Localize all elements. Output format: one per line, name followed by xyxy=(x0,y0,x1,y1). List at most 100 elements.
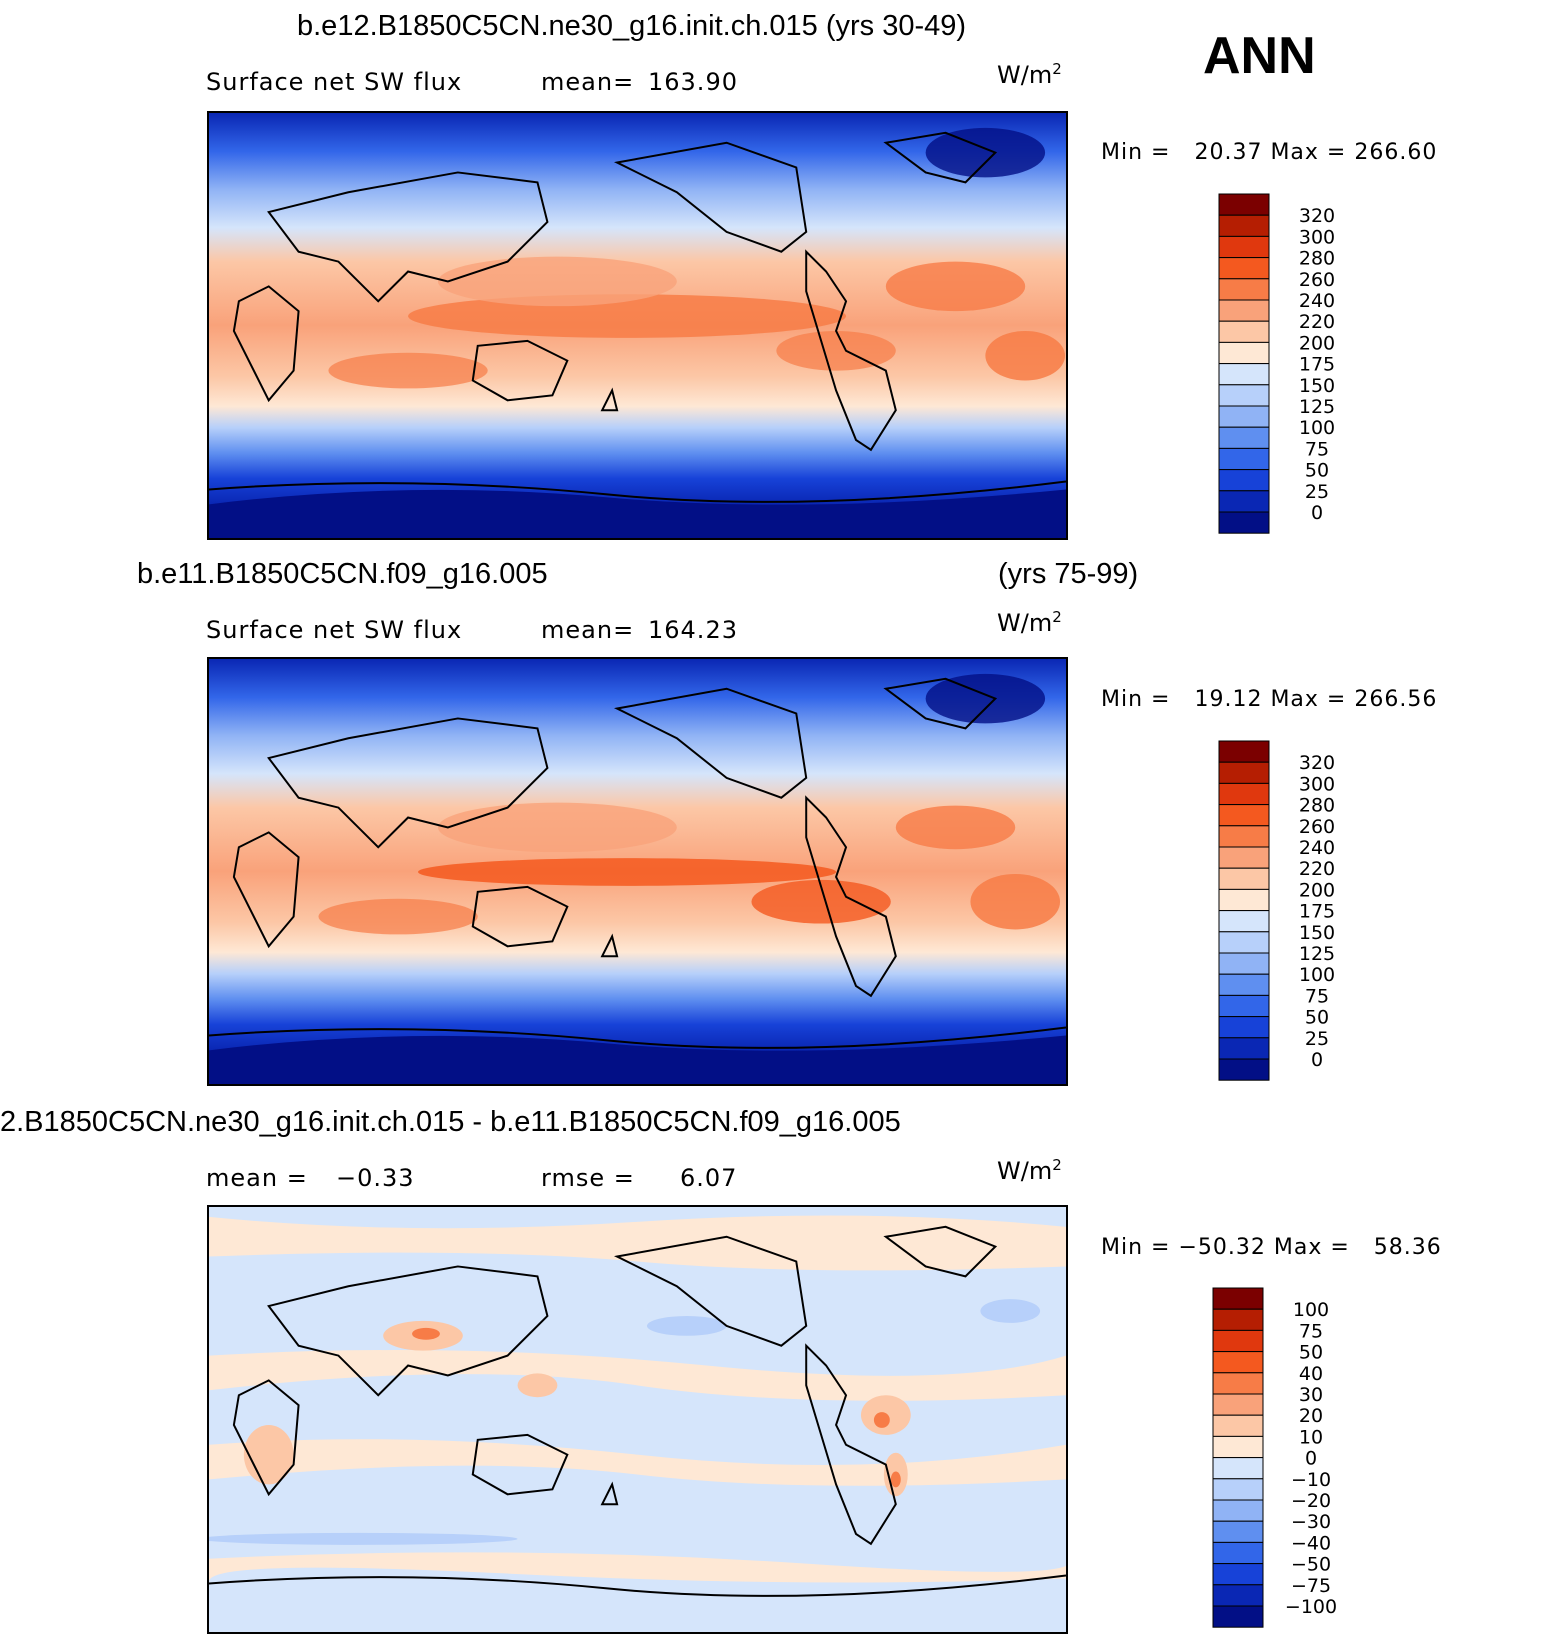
panel-1-colorbar-label: 220 xyxy=(1299,311,1335,333)
panel-2-colorbar-swatch xyxy=(1218,761,1270,784)
panel-1-mean-value: 163.90 xyxy=(648,68,738,96)
panel-1-colorbar-swatch xyxy=(1218,299,1270,322)
panel-3-colorbar-swatch xyxy=(1212,1584,1264,1607)
panel-1-colorbar-swatch xyxy=(1218,511,1270,534)
panel-1-colorbar-swatch xyxy=(1218,384,1270,407)
panel-3-colorbar-label: 75 xyxy=(1299,1320,1323,1342)
panel-3-colorbar-swatch xyxy=(1212,1393,1264,1416)
panel-3-colorbar-label: 40 xyxy=(1299,1363,1323,1385)
panel-1-colorbar-swatch xyxy=(1218,363,1270,386)
panel-1-colorbar-swatch xyxy=(1218,490,1270,513)
panel-2-colorbar-label: 240 xyxy=(1299,837,1335,859)
panel-3-colorbar-swatch xyxy=(1212,1457,1264,1480)
panel-3-colorbar-label: −75 xyxy=(1291,1575,1331,1597)
panel-2-colorbar-label: 260 xyxy=(1299,816,1335,838)
panel-2-colorbar-swatch xyxy=(1218,782,1270,806)
panel-2-colorbar-label: 220 xyxy=(1299,858,1335,880)
panel-3-colorbar-label: −50 xyxy=(1291,1554,1331,1576)
panel-2-colorbar-swatch xyxy=(1218,867,1270,890)
panel-1-case-title: b.e12.B1850C5CN.ne30_g16.init.ch.015 (yr… xyxy=(297,10,967,42)
panel-1-colorbar-swatch xyxy=(1218,405,1270,428)
panel-1-variable: Surface net SW flux xyxy=(206,68,463,96)
panel-2-colorbar-swatch xyxy=(1218,973,1270,996)
panel-3-colorbar-label: −100 xyxy=(1285,1596,1337,1618)
panel-1-units: W/m2 xyxy=(997,60,1062,89)
panel-1-colorbar-label: 0 xyxy=(1311,502,1323,524)
panel-2-colorbar-swatch xyxy=(1218,1037,1270,1060)
panel-3-colorbar-swatch xyxy=(1212,1478,1264,1501)
panel-1-colorbar-label: 300 xyxy=(1299,226,1335,248)
panel-3-colorbar-label: 20 xyxy=(1299,1405,1323,1427)
season-label: ANN xyxy=(1203,27,1316,85)
panel-3-colorbar-swatch xyxy=(1212,1520,1264,1543)
panel-1-colorbar-label: 200 xyxy=(1299,332,1335,354)
panel-2-mean-value: 164.23 xyxy=(648,616,738,644)
panel-1-colorbar-label: 25 xyxy=(1305,481,1329,503)
panel-3-colorbar-label: 50 xyxy=(1299,1342,1323,1364)
panel-2-colorbar-label: 100 xyxy=(1299,964,1335,986)
panel-1-colorbar-swatch xyxy=(1218,447,1270,471)
panel-3-colorbar-swatch xyxy=(1212,1372,1264,1395)
panel-3-colorbar-label: −10 xyxy=(1291,1469,1331,1491)
panel-3-colorbar-label: 100 xyxy=(1293,1299,1329,1321)
panel-2-case-years: (yrs 75-99) xyxy=(998,558,1139,590)
panel-2-colorbar-swatch xyxy=(1218,1016,1270,1039)
panel-3-colorbar-swatch xyxy=(1212,1329,1264,1353)
panel-3-colorbar-label: −20 xyxy=(1291,1490,1331,1512)
panel-1-colorbar-swatch xyxy=(1218,320,1270,343)
panel-2-colorbar-swatch xyxy=(1218,846,1270,869)
panel-3-colorbar-swatch xyxy=(1212,1351,1264,1374)
panel-3-case-title: 2.B1850C5CN.ne30_g16.init.ch.015 - b.e11… xyxy=(0,1106,901,1138)
panel-1-colorbar-label: 260 xyxy=(1299,269,1335,291)
panel-3-colorbar-label: −30 xyxy=(1291,1511,1331,1533)
panel-2-colorbar-label: 25 xyxy=(1305,1028,1329,1050)
panel-1-colorbar-label: 280 xyxy=(1299,248,1335,270)
panel-3-rmse-value: 6.07 xyxy=(680,1164,738,1192)
panel-2-map-field xyxy=(209,659,1066,1084)
panel-2-colorbar-swatch xyxy=(1218,825,1270,848)
panel-1-colorbar-swatch xyxy=(1218,235,1270,259)
panel-1-colorbar-label: 50 xyxy=(1305,460,1329,482)
panel-3-colorbar-swatch xyxy=(1212,1435,1264,1459)
panel-2-colorbar-label: 320 xyxy=(1299,752,1335,774)
panel-3-units: W/m2 xyxy=(997,1156,1062,1185)
panel-2-map xyxy=(207,657,1068,1086)
panel-1-colorbar: 320 300 280 260 240 220 200 175 150 125 100 75 50 25 0 xyxy=(1218,193,1339,534)
panel-3-colorbar-swatch xyxy=(1212,1499,1264,1522)
panel-1-colorbar-label: 125 xyxy=(1299,396,1335,418)
panel-1-minmax: Min = 20.37 Max = 266.60 xyxy=(1101,140,1438,165)
panel-3-colorbar-label: 0 xyxy=(1305,1448,1317,1470)
panel-3-minmax: Min = −50.32 Max = 58.36 xyxy=(1101,1235,1442,1260)
panel-1-colorbar-label: 150 xyxy=(1299,375,1335,397)
panel-2-colorbar-swatch xyxy=(1218,1058,1270,1081)
panel-3-colorbar-swatch xyxy=(1212,1541,1264,1565)
panel-1-colorbar-swatch xyxy=(1218,214,1270,237)
panel-3-colorbar-swatch xyxy=(1212,1563,1264,1586)
panel-1-colorbar-label: 100 xyxy=(1299,417,1335,439)
panel-1-map-field xyxy=(209,113,1066,538)
panel-2-colorbar-label: 200 xyxy=(1299,879,1335,901)
panel-3-colorbar-swatch xyxy=(1212,1605,1264,1628)
panel-2-case-title: b.e11.B1850C5CN.f09_g16.005 xyxy=(137,558,548,590)
panel-2-colorbar-label: 150 xyxy=(1299,922,1335,944)
panel-1-colorbar-swatch xyxy=(1218,278,1270,301)
panel-2-colorbar-label: 300 xyxy=(1299,773,1335,795)
panel-3-colorbar-swatch xyxy=(1212,1308,1264,1331)
panel-1-mean-label: mean= xyxy=(541,68,635,96)
panel-3-colorbar: 100 75 50 40 30 20 10 0 −10 −20 −30 −40 −50 −75 −100 xyxy=(1212,1287,1339,1628)
panel-3-colorbar-label: 10 xyxy=(1299,1426,1323,1448)
panel-1-colorbar-label: 320 xyxy=(1299,205,1335,227)
panel-2-colorbar-swatch xyxy=(1218,931,1270,954)
panel-2-mean-label: mean= xyxy=(541,616,635,644)
panel-2-colorbar-label: 50 xyxy=(1305,1007,1329,1029)
panel-3-colorbar-swatch xyxy=(1212,1287,1264,1310)
panel-3-rmse-label: rmse = xyxy=(541,1164,635,1192)
panel-3-colorbar-label: 30 xyxy=(1299,1384,1323,1406)
panel-3-mean-label: mean = xyxy=(206,1164,308,1192)
panel-2-units: W/m2 xyxy=(997,608,1062,637)
panel-2-colorbar-swatch xyxy=(1218,910,1270,933)
panel-2-colorbar-swatch xyxy=(1218,952,1270,975)
